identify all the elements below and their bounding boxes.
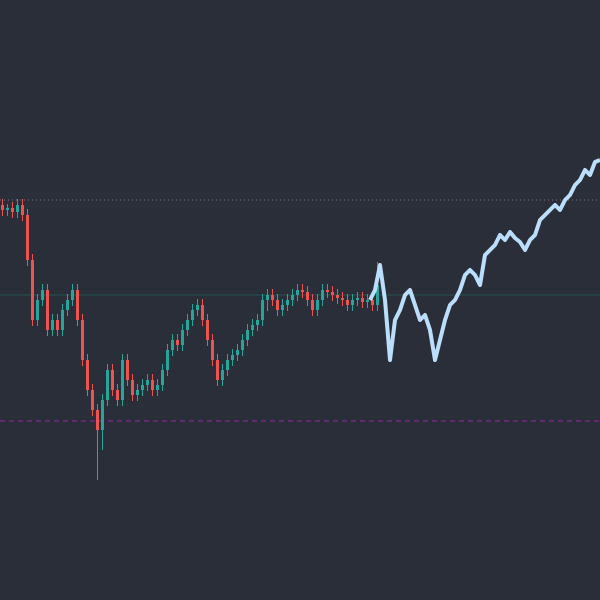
candle-body [36, 300, 39, 320]
candle-body [116, 390, 119, 400]
candle-body [256, 320, 259, 325]
candle-body [16, 205, 19, 212]
candle-body [271, 295, 274, 300]
candle-body [156, 385, 159, 390]
candle-body [286, 300, 289, 305]
candle-body [236, 350, 239, 355]
candle-body [241, 340, 244, 350]
candle-body [31, 260, 34, 320]
candle-body [301, 290, 304, 292]
candle-body [216, 360, 219, 380]
candle-body [361, 298, 364, 302]
candle-body [281, 305, 284, 310]
candle-body [336, 295, 339, 298]
candle-body [101, 400, 104, 430]
candle-body [346, 300, 349, 305]
candle-body [186, 320, 189, 330]
candle-body [326, 290, 329, 292]
candle-body [276, 300, 279, 310]
candle-body [111, 370, 114, 390]
candle-body [71, 290, 74, 300]
candle-body [176, 340, 179, 345]
candle-body [266, 295, 269, 300]
candle-body [331, 292, 334, 295]
candle-body [121, 360, 124, 400]
candle-body [1, 205, 4, 210]
candle-body [166, 350, 169, 370]
candle-body [66, 300, 69, 310]
candle-body [106, 370, 109, 400]
candle-body [61, 310, 64, 330]
candle-body [91, 390, 94, 410]
candle-body [191, 310, 194, 320]
candle-body [221, 370, 224, 380]
candle-body [356, 298, 359, 300]
candle-body [131, 380, 134, 395]
candle-body [146, 380, 149, 385]
candle-body [291, 295, 294, 300]
candle-body [86, 360, 89, 390]
candle-body [211, 340, 214, 360]
candle-body [321, 290, 324, 300]
candle-body [161, 370, 164, 385]
candle-body [351, 300, 354, 305]
candle-body [306, 292, 309, 300]
candle-body [6, 208, 9, 210]
candle-body [26, 215, 29, 260]
candle-body [171, 340, 174, 350]
candle-body [76, 290, 79, 320]
candle-body [296, 290, 299, 295]
candle-body [366, 300, 369, 302]
candle-body [21, 205, 24, 215]
overlay-line [368, 158, 600, 362]
candle-body [11, 208, 14, 212]
candle-body [51, 320, 54, 330]
candle-body [96, 410, 99, 430]
candle-body [181, 330, 184, 345]
candle-body [136, 390, 139, 395]
candle-body [206, 320, 209, 340]
candle-body [126, 360, 129, 380]
candle-body [251, 325, 254, 330]
candle-body [201, 305, 204, 320]
candle-body [371, 300, 374, 305]
candle-body [226, 360, 229, 370]
candle-body [41, 290, 44, 300]
candle-body [341, 298, 344, 300]
candle-body [246, 330, 249, 340]
candle-body [376, 285, 379, 305]
candle-body [316, 300, 319, 310]
candle-body [46, 290, 49, 330]
candle-body [231, 355, 234, 360]
candle-body [151, 380, 154, 390]
candle-body [141, 385, 144, 390]
candle-body [261, 300, 264, 320]
candle-body [311, 300, 314, 310]
candle-body [196, 305, 199, 310]
candle-body [81, 320, 84, 360]
candle-body [56, 320, 59, 330]
